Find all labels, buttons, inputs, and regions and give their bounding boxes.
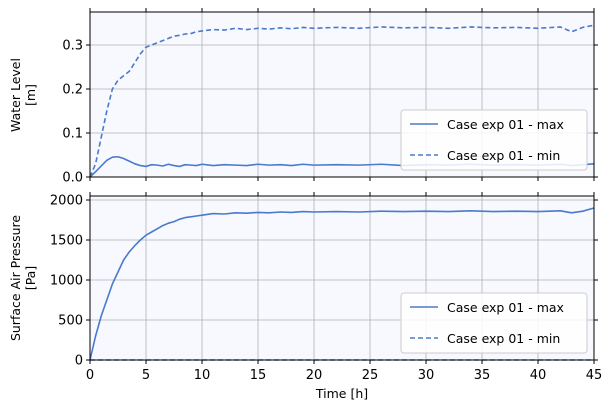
x-tick-label: 40 bbox=[530, 368, 547, 383]
x-tick-label: 0 bbox=[86, 368, 94, 383]
x-tick-label: 10 bbox=[194, 368, 211, 383]
series-line-min bbox=[89, 24, 595, 178]
legend-label-max: Case exp 01 - max bbox=[447, 117, 564, 132]
series-line-max bbox=[89, 207, 595, 361]
y-tick-label: 2000 bbox=[50, 194, 83, 209]
water-level-ylabel-line2: [m] bbox=[23, 84, 38, 106]
surface-pressure-axes-frame bbox=[89, 195, 595, 361]
y-tick-label: 0.3 bbox=[62, 39, 83, 54]
legend-label-min: Case exp 01 - min bbox=[447, 331, 560, 346]
x-tick-label: 35 bbox=[474, 368, 491, 383]
x-tick-label: 15 bbox=[250, 368, 267, 383]
x-tick-label: 30 bbox=[418, 368, 435, 383]
x-tick-label: 20 bbox=[306, 368, 323, 383]
y-tick-label: 500 bbox=[58, 314, 83, 329]
legend-label-max: Case exp 01 - max bbox=[447, 300, 564, 315]
y-tick-label: 1000 bbox=[50, 274, 83, 289]
y-tick-label: 1500 bbox=[50, 234, 83, 249]
legend-label-min: Case exp 01 - min bbox=[447, 148, 560, 163]
surface-pressure-ylabel-line2: [Pa] bbox=[23, 266, 38, 290]
legend-box bbox=[400, 292, 588, 354]
water-level-ylabel-line1: Water Level bbox=[8, 58, 23, 132]
y-tick-label: 0.1 bbox=[62, 127, 83, 142]
x-tick-label: 25 bbox=[362, 368, 379, 383]
water-level-legend: Case exp 01 - max Case exp 01 - min bbox=[400, 109, 588, 171]
water-level-ticks: 0.0 0.1 0.2 0.3 bbox=[62, 8, 598, 186]
water-level-axes-frame bbox=[89, 11, 595, 178]
legend-box bbox=[400, 109, 588, 171]
surface-pressure-plot: 0 5 10 15 20 25 30 35 40 45 0 500 1000 1500 2000 Surfa… bbox=[8, 192, 602, 401]
time-xlabel: Time [h] bbox=[315, 386, 368, 401]
y-tick-label: 0.0 bbox=[62, 171, 83, 186]
y-tick-label: 0 bbox=[75, 354, 83, 369]
surface-pressure-ticks: 0 5 10 15 20 25 30 35 40 45 0 500 1000 1500 2000 bbox=[50, 192, 602, 383]
y-tick-label: 0.2 bbox=[62, 83, 83, 98]
x-tick-label: 45 bbox=[586, 368, 603, 383]
surface-pressure-ylabel-line1: Surface Air Pressure bbox=[8, 215, 23, 341]
surface-pressure-legend: Case exp 01 - max Case exp 01 - min bbox=[400, 292, 588, 354]
water-level-plot: 0.0 0.1 0.2 0.3 Water Level [m] Case exp 01… bbox=[8, 8, 598, 186]
x-tick-label: 5 bbox=[142, 368, 150, 383]
